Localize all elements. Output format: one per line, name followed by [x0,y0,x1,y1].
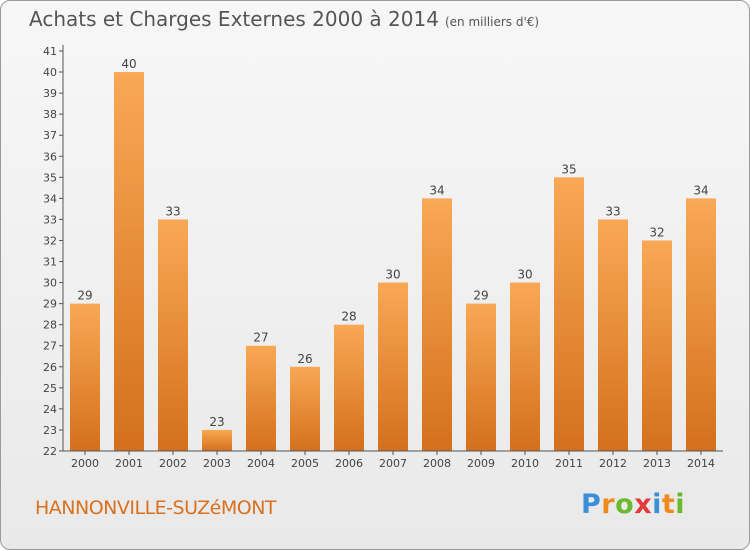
y-tick-label-41: 41 [43,45,57,58]
y-tick-label-31: 31 [43,256,57,269]
bar-2004 [246,345,276,451]
data-label-2001: 40 [121,57,136,71]
bar-2011 [554,177,584,451]
x-tick-label-2000: 2000 [71,457,99,470]
data-label-2014: 34 [693,183,708,197]
bar-2007 [378,282,408,451]
chart-title: Achats et Charges Externes 2000 à 2014 (e… [29,7,539,31]
bar-2008 [422,198,452,451]
x-tick-label-2008: 2008 [423,457,451,470]
x-tick-label-2010: 2010 [511,457,539,470]
data-label-2011: 35 [561,162,576,176]
proxiti-logo: Proxiti [581,489,685,520]
y-tick-label-26: 26 [43,361,57,374]
x-tick-label-2004: 2004 [247,457,275,470]
x-tick-label-2002: 2002 [159,457,187,470]
bar-2003 [202,429,232,451]
y-tick-label-25: 25 [43,382,57,395]
logo-letter: o [615,489,635,520]
data-label-2007: 30 [385,268,400,282]
data-label-2000: 29 [77,289,92,303]
title-main: Achats et Charges Externes 2000 à 2014 [29,7,439,31]
y-tick-label-32: 32 [43,234,57,247]
data-label-2002: 33 [165,204,180,218]
y-tick-label-37: 37 [43,129,57,142]
bar-2014 [686,198,716,451]
bar-2005 [290,366,320,451]
x-tick-label-2003: 2003 [203,457,231,470]
data-label-2006: 28 [341,310,356,324]
y-tick-label-39: 39 [43,87,57,100]
data-label-2013: 32 [649,225,664,239]
data-label-2003: 23 [209,415,224,429]
x-tick-label-2012: 2012 [599,457,627,470]
bar-2013 [642,240,672,451]
bar-2006 [334,324,364,451]
y-tick-label-38: 38 [43,108,57,121]
data-label-2005: 26 [297,352,312,366]
y-tick-label-40: 40 [43,66,57,79]
x-tick-label-2014: 2014 [687,457,715,470]
y-tick-label-28: 28 [43,319,57,332]
y-tick-label-33: 33 [43,213,57,226]
commune-name: HANNONVILLE-SUZéMONT [35,497,277,519]
data-label-2012: 33 [605,204,620,218]
data-label-2009: 29 [473,289,488,303]
x-tick-label-2005: 2005 [291,457,319,470]
data-label-2010: 30 [517,268,532,282]
y-tick-label-22: 22 [43,445,57,458]
bar-2009 [466,303,496,451]
logo-letter: i [652,489,662,520]
y-tick-label-29: 29 [43,298,57,311]
x-tick-label-2001: 2001 [115,457,143,470]
y-tick-label-36: 36 [43,150,57,163]
logo-letter: t [661,489,676,520]
logo-letter: P [581,489,602,520]
y-tick-label-34: 34 [43,192,57,205]
logo-letter: x [634,489,653,520]
bar-2012 [598,219,628,451]
y-tick-label-24: 24 [43,403,57,416]
logo-letter: r [601,489,616,520]
y-tick-label-35: 35 [43,171,57,184]
x-tick-label-2013: 2013 [643,457,671,470]
x-tick-label-2011: 2011 [555,457,583,470]
x-tick-label-2007: 2007 [379,457,407,470]
y-tick-label-27: 27 [43,340,57,353]
y-tick-label-30: 30 [43,277,57,290]
x-tick-label-2006: 2006 [335,457,363,470]
data-label-2004: 27 [253,331,268,345]
y-tick-label-23: 23 [43,424,57,437]
bar-2010 [510,282,540,451]
bar-2000 [70,303,100,451]
x-tick-label-2009: 2009 [467,457,495,470]
title-unit: (en milliers d'€) [444,15,540,29]
data-label-2008: 34 [429,183,444,197]
bar-2002 [158,219,188,451]
logo-letter: i [675,489,686,520]
bar-2001 [114,72,144,451]
